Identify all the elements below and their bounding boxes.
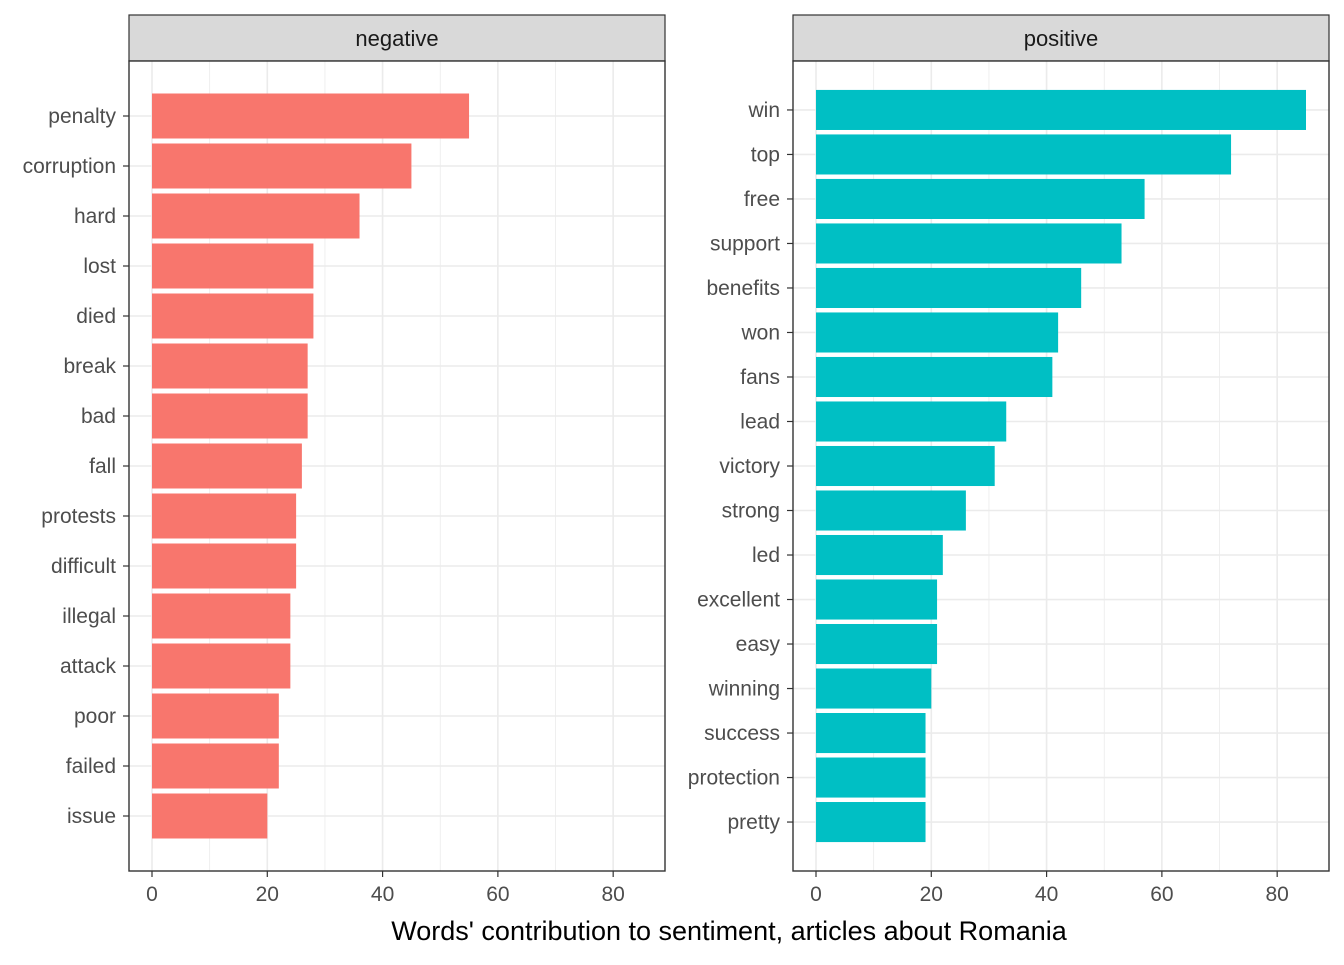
bar-positive-support: [816, 223, 1122, 263]
y-tick-label-difficult: difficult: [51, 555, 116, 578]
bar-positive-protection: [816, 758, 926, 798]
y-tick-label-free: free: [744, 188, 780, 211]
y-tick-label-win: win: [747, 99, 780, 122]
y-tick-label-top: top: [751, 143, 780, 166]
bar-positive-easy: [816, 624, 937, 664]
y-tick-label-led: led: [752, 544, 780, 567]
bar-negative-attack: [152, 644, 290, 689]
y-tick-label-strong: strong: [722, 500, 780, 523]
x-tick-label-80: 80: [1265, 883, 1288, 906]
panels-layer: negative penalty corruption hard lost died bre…: [23, 15, 1329, 906]
bar-positive-fans: [816, 357, 1052, 397]
bar-negative-died: [152, 294, 313, 339]
bar-positive-excellent: [816, 579, 937, 619]
y-tick-label-easy: easy: [736, 633, 781, 656]
panel-positive: positive win top free support benefits won fans…: [688, 15, 1329, 906]
y-tick-label-failed: failed: [66, 755, 116, 778]
bar-positive-victory: [816, 446, 995, 486]
bar-positive-top: [816, 134, 1231, 174]
y-tick-label-success: success: [704, 722, 780, 745]
x-tick-label-0: 0: [146, 883, 158, 906]
bar-positive-win: [816, 90, 1306, 130]
y-tick-label-victory: victory: [719, 455, 780, 478]
y-tick-label-fall: fall: [89, 455, 116, 478]
y-tick-label-attack: attack: [60, 655, 117, 678]
y-tick-label-poor: poor: [74, 705, 116, 728]
bar-negative-break: [152, 344, 308, 389]
bar-negative-protests: [152, 494, 296, 539]
y-tick-label-support: support: [710, 232, 780, 255]
y-tick-label-issue: issue: [67, 805, 116, 828]
bar-negative-bad: [152, 394, 308, 439]
x-tick-label-20: 20: [256, 883, 279, 906]
bar-negative-hard: [152, 194, 360, 239]
bar-positive-won: [816, 312, 1058, 352]
y-tick-label-lead: lead: [740, 410, 780, 433]
bar-negative-lost: [152, 244, 313, 289]
y-tick-label-fans: fans: [740, 366, 780, 389]
x-tick-label-60: 60: [486, 883, 509, 906]
y-tick-label-break: break: [63, 355, 116, 378]
panel-negative: negative penalty corruption hard lost died bre…: [23, 15, 665, 906]
bar-negative-poor: [152, 694, 279, 739]
bar-positive-benefits: [816, 268, 1081, 308]
y-tick-label-protests: protests: [41, 505, 116, 528]
bar-negative-difficult: [152, 544, 296, 589]
x-tick-label-20: 20: [920, 883, 943, 906]
bar-positive-free: [816, 179, 1145, 219]
bar-negative-fall: [152, 444, 302, 489]
y-tick-label-winning: winning: [708, 678, 780, 701]
bar-negative-penalty: [152, 94, 469, 139]
y-tick-label-benefits: benefits: [706, 277, 780, 300]
strip-label-positive: positive: [1024, 26, 1099, 51]
y-tick-label-bad: bad: [81, 405, 116, 428]
bar-negative-issue: [152, 794, 267, 839]
x-tick-label-40: 40: [1035, 883, 1058, 906]
bar-positive-lead: [816, 401, 1006, 441]
x-tick-label-0: 0: [810, 883, 822, 906]
y-tick-label-excellent: excellent: [697, 589, 780, 612]
bar-positive-led: [816, 535, 943, 575]
bar-negative-illegal: [152, 594, 290, 639]
x-tick-label-60: 60: [1150, 883, 1173, 906]
y-tick-label-lost: lost: [83, 255, 116, 278]
bar-positive-winning: [816, 669, 931, 709]
y-tick-label-penalty: penalty: [48, 105, 116, 128]
y-tick-label-died: died: [76, 305, 116, 328]
y-tick-label-won: won: [740, 321, 780, 344]
bar-negative-corruption: [152, 144, 411, 189]
bar-positive-pretty: [816, 802, 926, 842]
y-tick-label-illegal: illegal: [62, 605, 116, 628]
bar-positive-success: [816, 713, 926, 753]
x-tick-label-40: 40: [371, 883, 394, 906]
strip-label-negative: negative: [355, 26, 438, 51]
bar-negative-failed: [152, 744, 279, 789]
y-tick-label-pretty: pretty: [727, 811, 780, 834]
y-tick-label-hard: hard: [74, 205, 116, 228]
y-tick-label-corruption: corruption: [23, 155, 116, 178]
bar-positive-strong: [816, 490, 966, 530]
x-tick-label-80: 80: [601, 883, 624, 906]
y-tick-label-protection: protection: [688, 767, 780, 790]
x-axis-title: Words' contribution to sentiment, articl…: [391, 916, 1067, 946]
